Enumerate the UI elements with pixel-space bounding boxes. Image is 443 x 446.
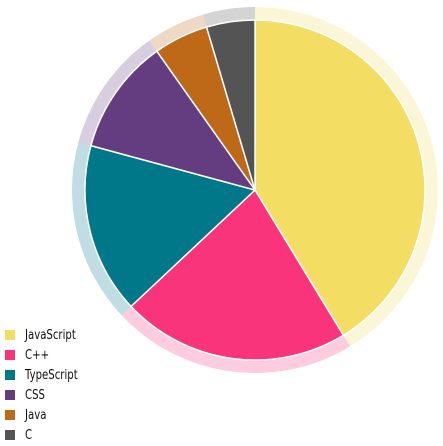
- legend-swatch: [5, 350, 15, 360]
- legend-swatch: [5, 410, 15, 420]
- slice-layer: [84, 19, 426, 361]
- legend-item-c[interactable]: C: [5, 425, 93, 445]
- legend-label: C++: [25, 347, 50, 363]
- legend-label: CSS: [25, 387, 45, 403]
- pie-slice-javascript[interactable]: [254, 19, 426, 336]
- legend-item-javascript[interactable]: JavaScript: [5, 325, 93, 345]
- pie-slice-typescript[interactable]: [84, 144, 256, 308]
- pie-slice-cplusplus[interactable]: [130, 189, 345, 361]
- chart-legend: JavaScript C++ TypeScript CSS Java C: [5, 325, 93, 445]
- legend-swatch: [5, 330, 15, 340]
- legend-swatch: [5, 390, 15, 400]
- legend-label: JavaScript: [25, 327, 76, 343]
- legend-item-css[interactable]: CSS: [5, 385, 93, 405]
- pie-slice-c[interactable]: [205, 19, 256, 191]
- legend-label: Java: [25, 407, 47, 423]
- legend-swatch: [5, 430, 15, 440]
- pie-slice-css[interactable]: [90, 50, 256, 191]
- legend-item-typescript[interactable]: TypeScript: [5, 365, 93, 385]
- legend-item-cplusplus[interactable]: C++: [5, 345, 93, 365]
- legend-label: C: [25, 427, 33, 443]
- legend-label: TypeScript: [25, 367, 78, 383]
- legend-item-java[interactable]: Java: [5, 405, 93, 425]
- legend-swatch: [5, 370, 15, 380]
